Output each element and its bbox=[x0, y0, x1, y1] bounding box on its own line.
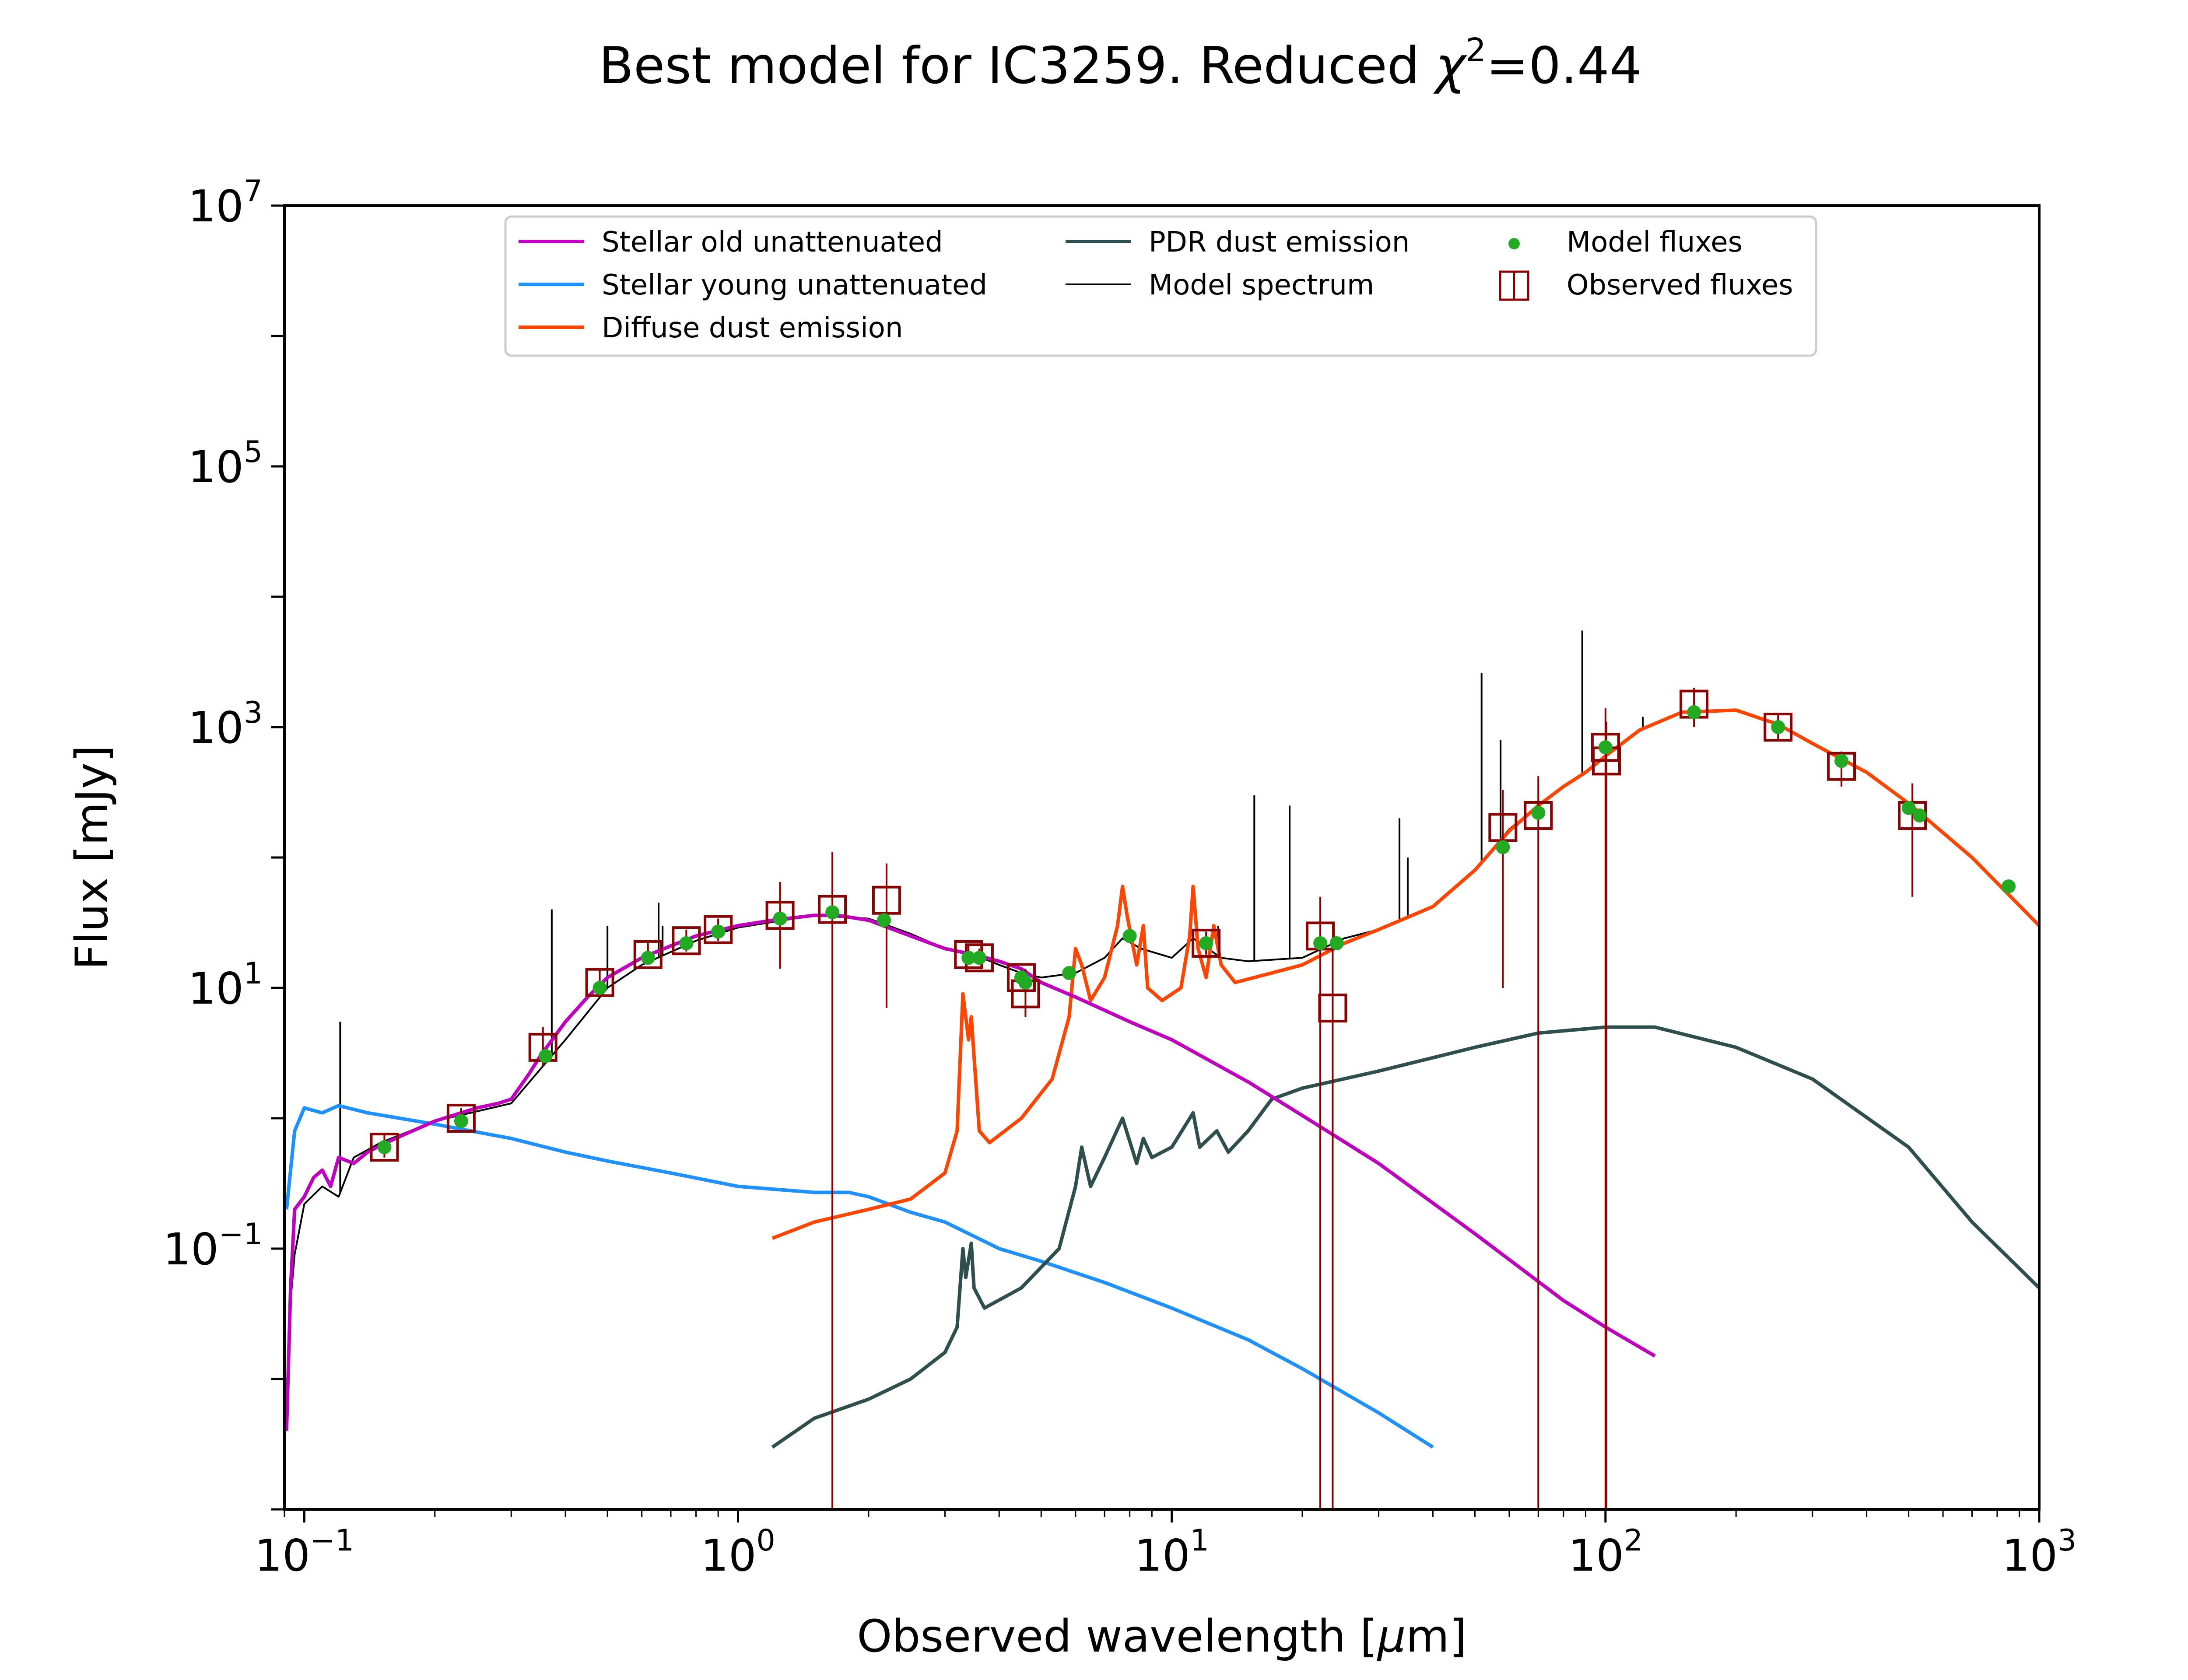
x-tick-label: 102 bbox=[1568, 1523, 1643, 1581]
model-flux-point bbox=[1901, 801, 1916, 815]
series-stellar-young-line bbox=[284, 1104, 1434, 1449]
legend-label-observed-fluxes: Observed fluxes bbox=[1567, 269, 1793, 301]
observed-flux-marker bbox=[1192, 928, 1221, 958]
model-flux-point bbox=[1329, 936, 1344, 950]
y-axis-label: Flux [mJy] bbox=[66, 745, 118, 970]
model-flux-point bbox=[1062, 966, 1076, 980]
plot-area bbox=[284, 206, 2039, 1509]
legend-label-pdr-dust: PDR dust emission bbox=[1149, 226, 1410, 259]
model-flux-point bbox=[1018, 975, 1033, 990]
legend-label-model-fluxes: Model fluxes bbox=[1567, 226, 1743, 259]
observed-flux-marker bbox=[585, 968, 614, 997]
y-tick-label: 103 bbox=[188, 696, 263, 753]
observed-flux-marker bbox=[818, 895, 847, 924]
y-tick-label: 10−1 bbox=[163, 1217, 263, 1275]
legend-label-stellar-old: Stellar old unattenuated bbox=[602, 226, 943, 259]
observed-flux-marker bbox=[1006, 963, 1036, 992]
y-tick-label: 107 bbox=[188, 174, 263, 232]
model-flux-point bbox=[1199, 936, 1213, 950]
x-tick-label: 101 bbox=[1134, 1523, 1209, 1581]
x-tick-label: 100 bbox=[701, 1523, 775, 1581]
observed-flux-marker bbox=[1827, 752, 1856, 781]
observed-flux-marker bbox=[1524, 801, 1553, 830]
model-flux-point bbox=[1687, 705, 1701, 720]
legend-label-diffuse-dust: Diffuse dust emission bbox=[602, 312, 903, 344]
model-flux-point bbox=[711, 924, 726, 939]
series-diffuse-dust-line bbox=[771, 708, 2039, 1240]
model-flux-point bbox=[877, 913, 891, 928]
model-flux-point bbox=[773, 911, 787, 926]
model-flux-point bbox=[377, 1140, 392, 1155]
series-stellar-old-line bbox=[284, 914, 1656, 1431]
observed-flux-marker bbox=[370, 1133, 399, 1162]
model-flux-point bbox=[1496, 840, 1510, 854]
legend: Stellar old unattenuated Stellar young u… bbox=[504, 215, 1817, 357]
legend-label-stellar-young: Stellar young unattenuated bbox=[602, 269, 987, 301]
model-flux-point bbox=[825, 905, 840, 920]
y-tick-label: 105 bbox=[188, 435, 263, 493]
model-flux-point bbox=[1598, 740, 1613, 755]
x-axis-label: Observed wavelength [μm] bbox=[857, 1610, 1467, 1662]
model-flux-point bbox=[641, 951, 655, 965]
y-tick-label: 101 bbox=[188, 956, 263, 1014]
legend-frame bbox=[504, 215, 1817, 357]
model-fluxes-markers bbox=[377, 705, 2016, 1155]
observed-flux-marker bbox=[872, 886, 901, 915]
x-tick-label: 10−1 bbox=[255, 1523, 354, 1581]
model-flux-point bbox=[1313, 936, 1328, 950]
model-flux-point bbox=[454, 1114, 468, 1128]
observed-flux-marker bbox=[1318, 994, 1347, 1023]
model-flux-point bbox=[1771, 720, 1785, 734]
x-tick-label: 103 bbox=[2002, 1523, 2077, 1581]
model-flux-point bbox=[961, 951, 976, 965]
series-pdr-dust-line bbox=[771, 1025, 2039, 1449]
model-flux-point bbox=[593, 981, 607, 995]
model-flux-point bbox=[1122, 929, 1137, 943]
observed-flux-marker bbox=[446, 1104, 476, 1133]
model-flux-point bbox=[972, 951, 986, 965]
model-flux-point bbox=[538, 1049, 553, 1063]
observed-flux-marker bbox=[704, 915, 733, 944]
observed-flux-marker bbox=[1764, 713, 1793, 742]
legend-label-model-spectrum: Model spectrum bbox=[1149, 269, 1374, 301]
model-flux-point bbox=[679, 936, 694, 950]
observed-flux-marker bbox=[633, 940, 663, 969]
axis-ticks: 10−1 100 101 102 103 10−1 101 103 105 107 bbox=[163, 174, 2077, 1581]
chart-title: Best model for IC3259. Reduced χ2=0.44 bbox=[599, 32, 1641, 95]
model-flux-point bbox=[1531, 805, 1546, 820]
model-flux-point bbox=[2002, 879, 2016, 894]
model-flux-point bbox=[1912, 808, 1927, 822]
model-flux-point bbox=[1834, 754, 1849, 768]
legend-handle-model-fluxes bbox=[1508, 238, 1520, 249]
observed-flux-marker bbox=[765, 901, 795, 930]
observed-flux-marker bbox=[672, 926, 701, 956]
